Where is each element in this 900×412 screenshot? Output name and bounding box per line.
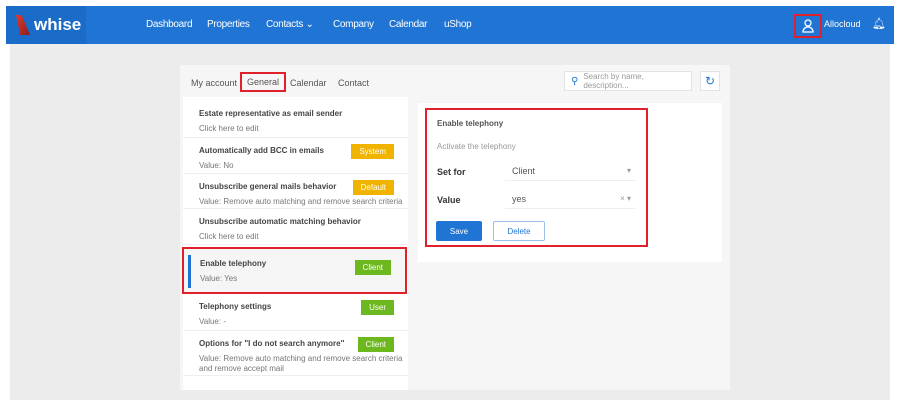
nav-company[interactable]: Company: [333, 19, 374, 30]
nav-ushop[interactable]: uShop: [444, 19, 472, 30]
search-input[interactable]: ⚲ Search by name, description...: [564, 71, 692, 91]
settings-list: Estate representative as email sender Cli…: [182, 97, 408, 390]
status-badge: Client: [354, 260, 391, 275]
tab-my-account[interactable]: My account: [191, 78, 238, 88]
detail-description: Activate the telephony: [437, 142, 516, 151]
item-value: Value: Remove auto matching and remove s…: [199, 354, 403, 373]
refresh-icon[interactable]: ↻: [700, 71, 720, 91]
clear-chevron-icon[interactable]: × ▾: [620, 194, 631, 203]
tab-contact[interactable]: Contact: [338, 78, 370, 88]
nav-contacts[interactable]: Contacts ⌄: [266, 19, 314, 30]
set-for-value: Client: [512, 166, 536, 176]
set-for-select[interactable]: Client ▾: [505, 163, 635, 181]
logo-icon: [16, 15, 30, 35]
logo[interactable]: whise: [6, 6, 86, 44]
list-item[interactable]: Unsubscribe general mails behavior Value:…: [183, 174, 408, 209]
chevron-down-icon: ▾: [626, 166, 631, 175]
list-item[interactable]: Automatically add BCC in emails Value: No…: [183, 138, 408, 174]
nav-dashboard[interactable]: Dashboard: [146, 19, 193, 30]
item-title: Automatically add BCC in emails: [199, 146, 324, 155]
tab-calendar[interactable]: Calendar: [290, 78, 327, 88]
status-badge: Default: [352, 180, 394, 195]
settings-card: My account General Calendar Contact ⚲ Sea…: [180, 65, 730, 390]
item-title: Unsubscribe general mails behavior: [199, 182, 337, 191]
list-item[interactable]: Options for "I do not search anymore" Val…: [183, 331, 408, 376]
tab-general[interactable]: General: [240, 72, 287, 92]
list-item[interactable]: Telephony settings Value: - User: [183, 294, 408, 331]
user-icon[interactable]: [794, 14, 822, 38]
user-name[interactable]: Allocloud: [824, 19, 861, 29]
highlight-box: [425, 108, 648, 247]
search-icon: ⚲: [571, 75, 579, 87]
item-title: Unsubscribe automatic matching behavior: [199, 217, 361, 226]
list-item-selected[interactable]: Enable telephony Value: Yes Client: [182, 247, 407, 294]
top-navbar: whise Dashboard Properties Contacts ⌄ Co…: [6, 6, 894, 44]
delete-button[interactable]: Delete: [493, 221, 545, 241]
item-value: Click here to edit: [199, 124, 259, 133]
status-badge: System: [351, 144, 394, 159]
value-label: Value: [437, 195, 461, 205]
value-select[interactable]: yes × ▾: [505, 191, 635, 209]
status-badge: User: [361, 300, 394, 315]
detail-title: Enable telephony: [437, 119, 504, 128]
item-value: Value: Remove auto matching and remove s…: [199, 197, 403, 206]
nav-properties[interactable]: Properties: [207, 19, 250, 30]
item-value: Value: -: [199, 317, 226, 326]
list-item[interactable]: Estate representative as email sender Cli…: [183, 101, 408, 138]
set-for-label: Set for: [437, 167, 466, 177]
bell-icon[interactable]: 🔔︎: [872, 18, 886, 30]
search-placeholder: Search by name, description...: [583, 72, 644, 90]
item-value: Click here to edit: [199, 232, 259, 241]
nav-calendar[interactable]: Calendar: [389, 19, 428, 30]
item-value: Value: Yes: [200, 274, 238, 283]
brand-name: whise: [34, 15, 82, 34]
item-value: Value: No: [199, 161, 234, 170]
save-button[interactable]: Save: [436, 221, 482, 241]
item-title: Enable telephony: [200, 259, 267, 268]
item-title: Estate representative as email sender: [199, 109, 343, 118]
item-title: Options for "I do not search anymore": [199, 339, 345, 348]
list-item[interactable]: Unsubscribe automatic matching behavior C…: [183, 209, 408, 245]
value-value: yes: [512, 194, 527, 204]
item-title: Telephony settings: [199, 302, 272, 311]
status-badge: Client: [357, 337, 394, 352]
